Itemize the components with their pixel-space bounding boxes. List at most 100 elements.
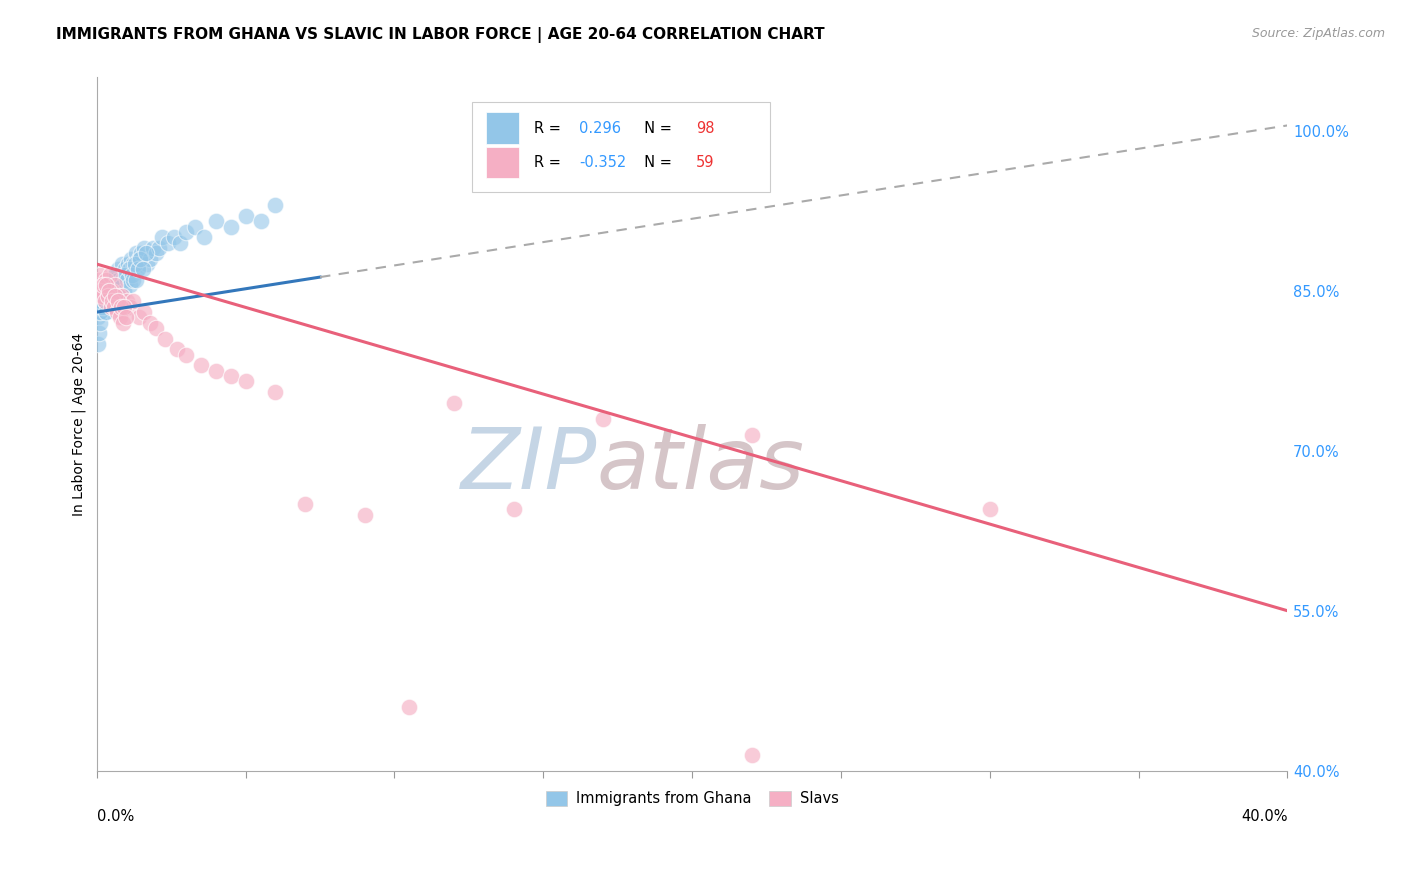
Point [103, 294, 125, 309]
Text: 59: 59 [696, 155, 714, 170]
Point [89, 284, 111, 298]
Point [91, 300, 114, 314]
Point [107, 273, 129, 287]
Point [145, 321, 167, 335]
Point [105, 278, 128, 293]
Text: -0.352: -0.352 [579, 155, 626, 170]
Point [110, 305, 132, 319]
Text: 0.296: 0.296 [579, 120, 621, 136]
Text: IMMIGRANTS FROM GHANA VS SLAVIC IN LABOR FORCE | AGE 20-64 CORRELATION CHART: IMMIGRANTS FROM GHANA VS SLAVIC IN LABOR… [56, 27, 825, 43]
Point [110, 278, 132, 293]
Point [105, 268, 128, 282]
Legend: Immigrants from Ghana, Slavs: Immigrants from Ghana, Slavs [540, 785, 845, 812]
Text: R =: R = [534, 155, 565, 170]
Point [104, 278, 127, 293]
Point [122, 273, 145, 287]
Point [142, 241, 165, 255]
Point [120, 252, 142, 266]
Point [100, 284, 122, 298]
Point [105, 300, 128, 314]
Point [101, 278, 124, 293]
Point [112, 268, 135, 282]
Point [97, 289, 120, 303]
Point [139, 316, 162, 330]
Point [105, 284, 128, 298]
Point [157, 235, 180, 250]
Point [264, 198, 287, 212]
Point [174, 348, 197, 362]
Point [91, 289, 114, 303]
Point [128, 252, 150, 266]
Point [91, 289, 114, 303]
Point [90, 294, 112, 309]
Point [294, 497, 316, 511]
Text: 40.0%: 40.0% [1241, 809, 1288, 824]
Point [193, 230, 215, 244]
Point [145, 246, 167, 260]
Point [190, 359, 212, 373]
Point [115, 273, 138, 287]
Point [134, 241, 156, 255]
Point [108, 289, 131, 303]
Point [101, 273, 124, 287]
Point [90, 284, 112, 298]
Point [122, 262, 145, 277]
Point [87, 326, 110, 341]
Point [91, 294, 114, 309]
Point [103, 284, 125, 298]
Point [89, 316, 111, 330]
Point [93, 278, 115, 293]
Point [94, 305, 117, 319]
Point [87, 278, 110, 293]
Point [131, 246, 153, 260]
Point [96, 278, 118, 293]
Point [97, 294, 120, 309]
Point [235, 375, 257, 389]
Point [264, 385, 287, 400]
Point [115, 310, 138, 325]
Point [205, 214, 228, 228]
Point [107, 294, 129, 309]
Text: R =: R = [534, 120, 565, 136]
Point [127, 262, 149, 277]
Point [121, 257, 143, 271]
Point [129, 252, 152, 266]
Point [97, 278, 120, 293]
Point [98, 284, 121, 298]
Point [100, 294, 122, 309]
Point [174, 225, 197, 239]
Point [104, 289, 127, 303]
FancyBboxPatch shape [486, 112, 519, 144]
Point [105, 305, 128, 319]
Point [118, 300, 141, 314]
Point [111, 273, 134, 287]
Point [103, 289, 125, 303]
Point [100, 278, 122, 293]
Point [115, 294, 138, 309]
Point [94, 305, 117, 319]
Text: atlas: atlas [598, 425, 804, 508]
Point [90, 300, 112, 314]
Point [155, 332, 177, 346]
Point [89, 300, 111, 314]
Point [107, 294, 129, 309]
Point [110, 300, 132, 314]
Text: 98: 98 [696, 120, 714, 136]
Point [111, 257, 134, 271]
Point [103, 294, 125, 309]
Point [87, 337, 110, 351]
Point [219, 219, 242, 234]
Point [98, 268, 121, 282]
Point [103, 300, 125, 314]
Point [741, 427, 763, 442]
Point [97, 289, 120, 303]
Text: ZIP: ZIP [461, 425, 598, 508]
Point [125, 262, 148, 277]
Point [169, 235, 191, 250]
Point [112, 300, 135, 314]
Point [91, 289, 114, 303]
Point [117, 257, 139, 271]
Point [139, 252, 162, 266]
Point [96, 284, 118, 298]
Point [104, 268, 127, 282]
